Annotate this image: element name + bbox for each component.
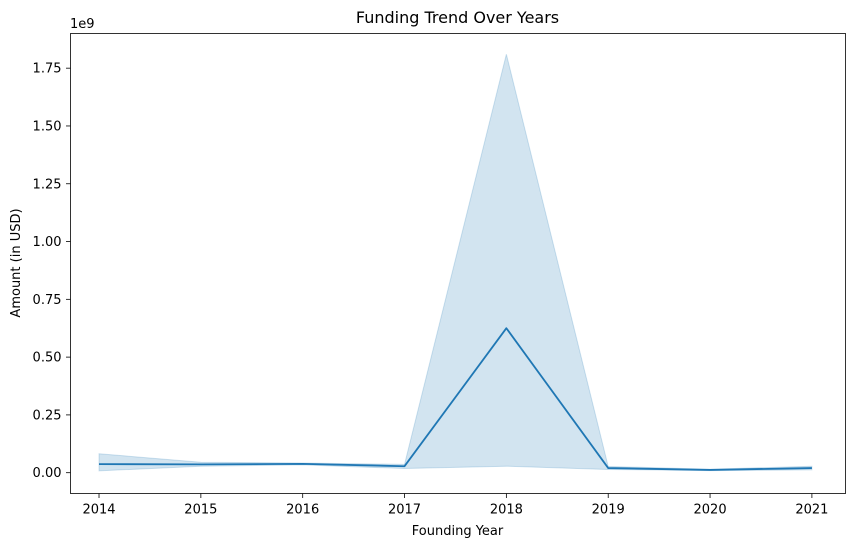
x-tick-label: 2014 <box>82 503 115 518</box>
x-tick-label: 2020 <box>694 503 727 518</box>
plot-frame <box>70 33 846 494</box>
y-tick-label: 0.75 <box>33 293 62 308</box>
y-tick-label: 1.50 <box>33 119 62 134</box>
y-tick-label: 0.00 <box>33 466 62 481</box>
y-axis-label: Amount (in USD) <box>9 208 24 317</box>
plot-area <box>98 54 813 472</box>
chart-title: Funding Trend Over Years <box>356 8 559 27</box>
y-tick-label: 1.25 <box>33 177 62 192</box>
confidence-band <box>98 54 813 472</box>
x-tick-label: 2021 <box>795 503 828 518</box>
y-tick-label: 1.75 <box>33 62 62 77</box>
y-tick-label: 1.00 <box>33 235 62 250</box>
x-tick-label: 2015 <box>184 503 217 518</box>
y-axis-offset-label: 1e9 <box>70 17 95 32</box>
x-tick-label: 2017 <box>388 503 421 518</box>
y-axis: 0.00 0.25 0.50 0.75 1.00 1.25 1.50 1.75 <box>33 62 71 481</box>
y-tick-label: 0.25 <box>33 408 62 423</box>
x-tick-label: 2018 <box>490 503 523 518</box>
x-axis: 2014 2015 2016 2017 2018 2019 2020 2021 <box>82 493 828 518</box>
x-tick-label: 2016 <box>286 503 319 518</box>
x-tick-label: 2019 <box>592 503 625 518</box>
x-axis-label: Founding Year <box>412 524 504 539</box>
y-tick-label: 0.50 <box>33 351 62 366</box>
series-line <box>99 327 812 471</box>
